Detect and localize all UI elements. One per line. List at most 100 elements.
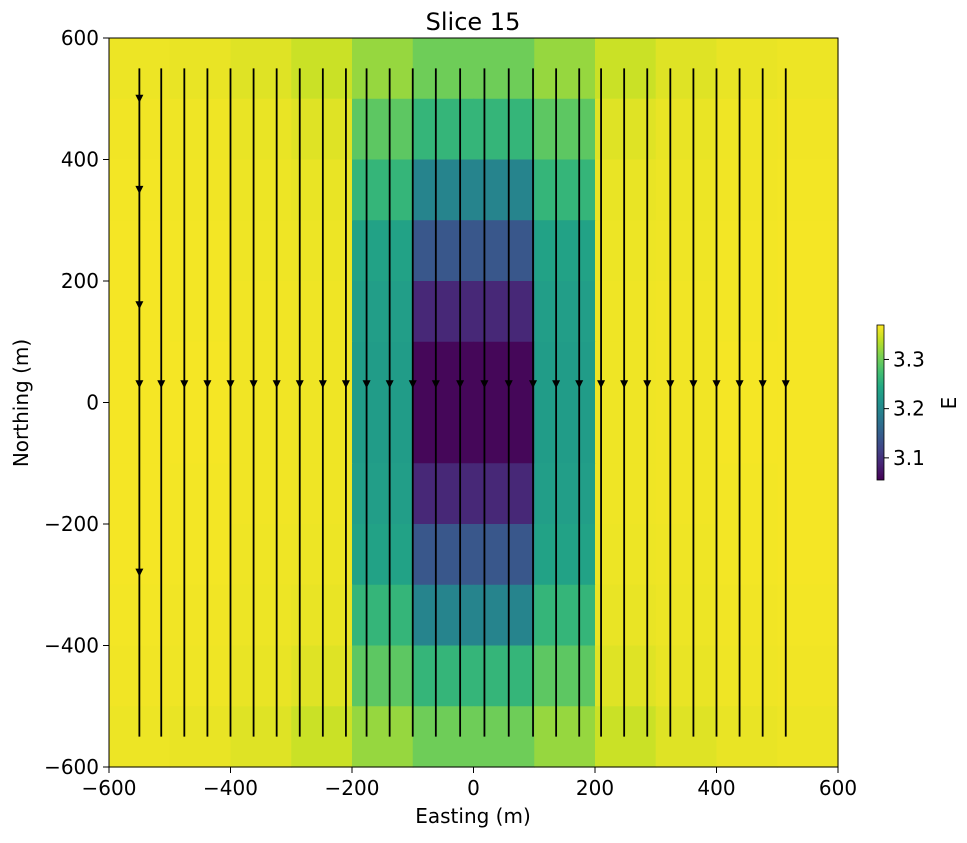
colorbar-label: E [937,397,961,410]
heatmap-cell [352,341,414,404]
heatmap-cell [655,584,718,647]
heatmap-cell [777,524,839,586]
heatmap-cell [473,159,535,221]
heatmap-cell [534,463,596,525]
heatmap-cell [534,706,596,768]
heatmap-cell [595,463,657,525]
heatmap-cell [655,524,718,586]
heatmap-cell [169,645,232,707]
heatmap-cell [169,38,232,100]
heatmap-cell [595,281,657,343]
heatmap-cell [655,645,718,707]
streamline-arrow [135,301,144,310]
x-axis-ticks: −600 −400 −200 0 200 400 600 [82,767,857,800]
streamline-arrow [712,380,721,389]
heatmap-cell [291,706,353,768]
heatmap-cell [352,98,414,161]
heatmap-cell [655,281,718,343]
heatmap-cell [716,98,778,161]
x-tick-label: 400 [697,776,735,800]
streamline-arrow [272,380,281,389]
streamline-arrow [135,568,144,577]
heatmap-cell [534,402,596,464]
y-axis-label: Northing (m) [9,339,33,467]
heatmap-cell [595,341,657,404]
heatmap-cell [169,524,232,586]
y-tick-label: 600 [61,26,99,50]
heatmap-cell [655,98,718,161]
heatmap-cell [716,463,778,525]
heatmap-cell [291,38,353,100]
heatmap-cell [534,281,596,343]
heatmap-cell [230,38,292,100]
heatmap-cell [169,220,232,282]
heatmap-cell [534,159,596,221]
heatmap-cell [169,706,232,768]
heatmap-cell [777,159,839,221]
colorbar-tick-label: 3.1 [893,446,925,470]
heatmap-cell [534,524,596,586]
heatmap-cell [412,402,475,464]
heatmap-cell [352,584,414,647]
heatmap-cell [352,645,414,707]
streamline-arrow [529,380,538,389]
x-tick-label: −200 [325,776,380,800]
streamline-arrow [666,380,675,389]
heatmap-cell [473,38,535,100]
heatmap-cell [716,706,778,768]
heatmap-cell [595,402,657,464]
heatmap-cell [230,159,292,221]
heatmap-cell [352,281,414,343]
heatmap-cell [352,220,414,282]
heatmap-cell [352,38,414,100]
heatmap-cell [169,341,232,404]
heatmap-cell [595,98,657,161]
heatmap-cell [473,645,535,707]
heatmap-cell [655,38,718,100]
heatmap-cell [655,220,718,282]
heatmap-cell [412,524,475,586]
colorbar-tick-label: 3.3 [893,347,925,371]
heatmap-cell [716,584,778,647]
heatmap-cell [291,584,353,647]
x-tick-label: −400 [203,776,258,800]
heatmap-cell [716,38,778,100]
heatmap-cell [230,524,292,586]
x-tick-label: 600 [819,776,857,800]
y-axis-ticks: −600 −400 −200 0 200 400 600 [44,26,109,779]
streamline-arrow [597,380,606,389]
heatmap-cell [352,706,414,768]
x-axis-label: Easting (m) [415,804,531,828]
heatmap-cell [595,706,657,768]
streamline-arrow [135,185,144,194]
streamline-arrow [203,380,212,389]
heatmap-cell [595,584,657,647]
heatmap-cell [352,524,414,586]
heatmap-cell [412,281,475,343]
streamline-arrow [408,380,417,389]
x-tick-label: −600 [82,776,137,800]
heatmap-cell [352,402,414,464]
heatmap-cell [473,584,535,647]
heatmap-cell [655,402,718,464]
heatmap-cell [291,463,353,525]
streamline-arrow [385,380,394,389]
heatmap-cell [655,706,718,768]
heatmap-cell [777,645,839,707]
heatmap-cell [777,38,839,100]
heatmap-cell [473,341,535,404]
heatmap-cell [534,645,596,707]
heatmap-cell [473,98,535,161]
streamline-arrow [341,380,350,389]
heatmap-cell [169,98,232,161]
heatmap-cell [412,645,475,707]
streamline-arrow [480,380,489,389]
colorbar [876,324,885,481]
y-tick-label: −400 [44,634,99,658]
heatmap-cell [169,402,232,464]
streamline-arrow [431,380,440,389]
heatmap-cell [777,584,839,647]
heatmap-cell [716,645,778,707]
heatmap-cell [777,220,839,282]
